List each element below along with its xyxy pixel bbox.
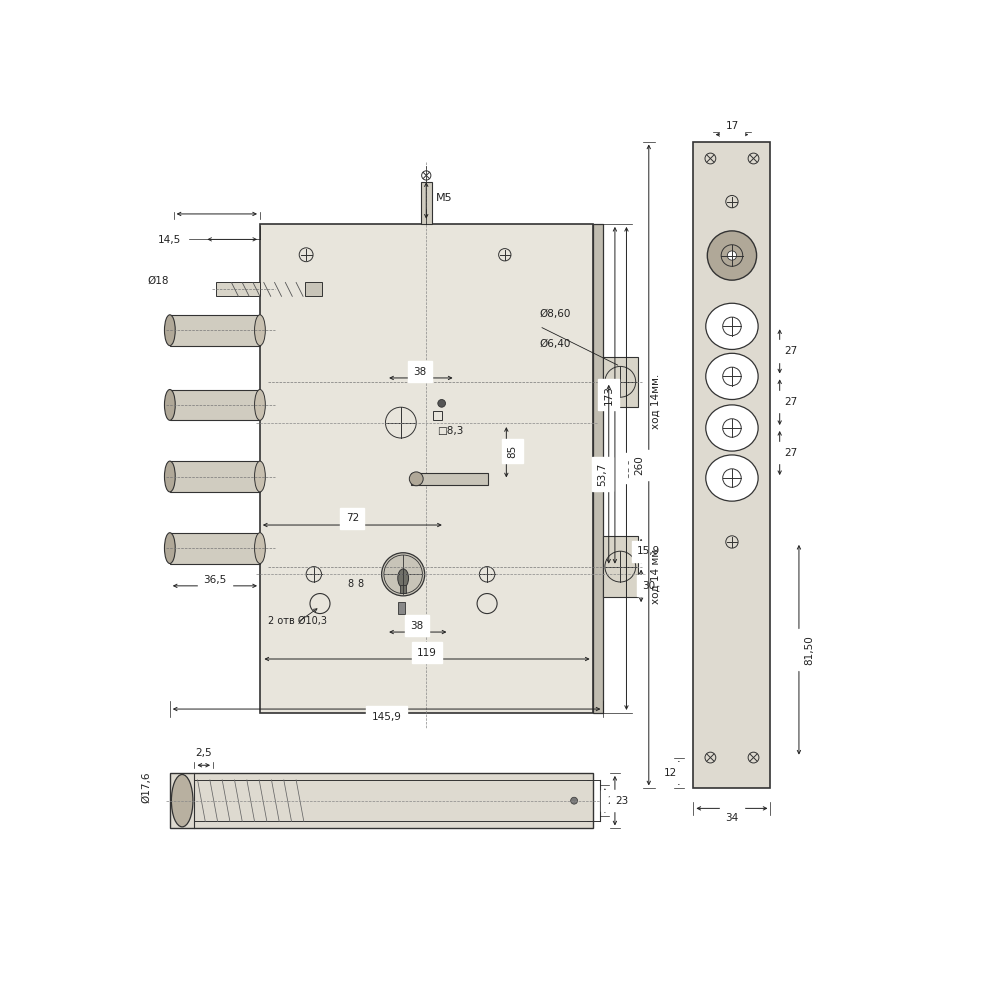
Ellipse shape	[398, 569, 409, 587]
Bar	[411, 473, 488, 485]
Ellipse shape	[706, 405, 758, 451]
Text: 27: 27	[784, 346, 797, 356]
Ellipse shape	[255, 461, 265, 492]
Text: 85: 85	[508, 444, 518, 458]
Text: 27: 27	[784, 397, 797, 407]
Bar	[170, 315, 260, 346]
Circle shape	[438, 400, 446, 407]
Bar	[693, 142, 770, 788]
Ellipse shape	[255, 390, 265, 420]
Ellipse shape	[706, 303, 758, 349]
Bar	[305, 282, 322, 296]
Bar	[216, 282, 260, 296]
Text: Ø8,60: Ø8,60	[539, 309, 571, 319]
Ellipse shape	[171, 775, 193, 827]
Circle shape	[382, 553, 425, 596]
Text: 36,5: 36,5	[203, 575, 227, 585]
Text: ход 14 мм.: ход 14 мм.	[651, 545, 661, 604]
Ellipse shape	[255, 533, 265, 564]
Text: 72: 72	[346, 513, 359, 523]
Ellipse shape	[164, 533, 175, 564]
Bar	[170, 533, 260, 564]
Text: 236: 236	[628, 458, 638, 478]
Text: 260: 260	[635, 455, 645, 475]
Ellipse shape	[164, 390, 175, 420]
Ellipse shape	[706, 353, 758, 400]
Bar	[170, 461, 260, 492]
Text: Ø6,40: Ø6,40	[539, 339, 571, 349]
Text: 15,9: 15,9	[637, 546, 660, 556]
Text: 8: 8	[347, 579, 353, 589]
Text: 53,7: 53,7	[598, 463, 608, 486]
Bar	[603, 536, 638, 597]
Text: 2: 2	[607, 796, 614, 806]
Circle shape	[571, 797, 578, 804]
Text: 17: 17	[725, 121, 739, 131]
Circle shape	[707, 231, 757, 280]
Bar	[398, 602, 405, 614]
Text: 38: 38	[410, 621, 424, 631]
Text: 12: 12	[664, 768, 677, 778]
Text: 38: 38	[413, 367, 427, 377]
Text: 81,50: 81,50	[804, 635, 814, 665]
Text: 23: 23	[615, 796, 628, 806]
Ellipse shape	[164, 315, 175, 346]
Bar	[593, 224, 603, 713]
Circle shape	[727, 251, 737, 260]
Text: 30: 30	[642, 581, 655, 591]
Ellipse shape	[255, 315, 265, 346]
Circle shape	[409, 472, 423, 486]
Ellipse shape	[706, 455, 758, 501]
Bar	[170, 389, 260, 420]
Bar	[260, 224, 593, 713]
Bar	[170, 773, 593, 828]
Bar	[603, 357, 638, 407]
Text: 119: 119	[417, 648, 437, 658]
Text: 27: 27	[784, 448, 797, 458]
Text: 34: 34	[725, 813, 739, 823]
Text: ход 14мм.: ход 14мм.	[651, 373, 661, 429]
Text: 2,5: 2,5	[195, 748, 212, 758]
Bar	[421, 182, 432, 224]
Text: 173: 173	[604, 385, 614, 405]
Text: 14,5: 14,5	[158, 235, 181, 245]
Ellipse shape	[164, 461, 175, 492]
Text: 8: 8	[357, 579, 363, 589]
Text: 2 отв Ø10,3: 2 отв Ø10,3	[268, 616, 327, 626]
Text: Ø18: Ø18	[148, 276, 169, 286]
Bar	[400, 585, 406, 593]
Text: Ø17,6: Ø17,6	[142, 771, 152, 803]
Text: М5: М5	[436, 193, 452, 203]
Text: □8,3: □8,3	[437, 426, 463, 436]
Text: 145,9: 145,9	[372, 712, 402, 722]
Bar	[433, 411, 442, 420]
